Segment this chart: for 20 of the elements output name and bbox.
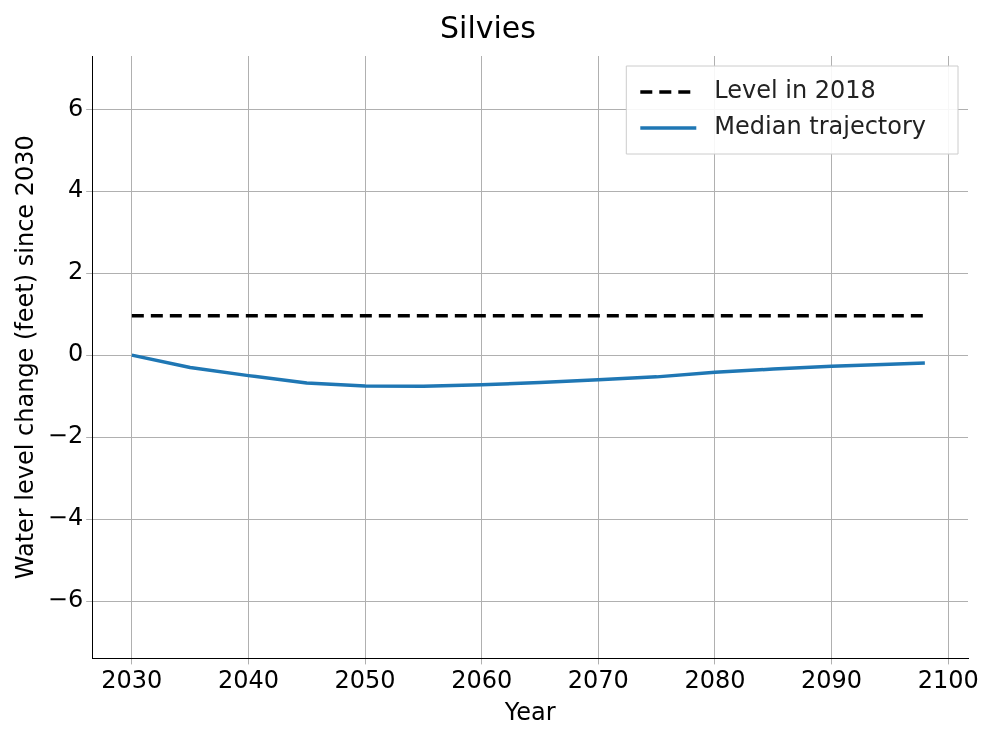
- x-tick-label: 2070: [567, 666, 629, 695]
- y-tick-label: 2: [67, 257, 84, 286]
- y-tick-label: 6: [67, 93, 84, 122]
- y-tick-label: 4: [67, 175, 84, 204]
- y-axis-title: Water level change (feet) since 2030: [10, 135, 39, 580]
- legend-label: Level in 2018: [714, 76, 876, 105]
- y-tick-label: −2: [47, 421, 84, 450]
- x-tick-label: 2050: [334, 666, 396, 695]
- x-axis-title: Year: [503, 697, 556, 726]
- y-tick-label: −6: [47, 585, 84, 614]
- y-tick-label: −4: [47, 503, 84, 532]
- x-tick-label: 2100: [917, 666, 979, 695]
- x-tick-label: 2040: [217, 666, 279, 695]
- y-tick-label: 0: [67, 339, 84, 368]
- chart-title: Silvies: [440, 9, 536, 45]
- x-tick-label: 2030: [101, 666, 163, 695]
- legend-label: Median trajectory: [714, 112, 926, 141]
- x-tick-label: 2090: [801, 666, 863, 695]
- x-tick-label: 2060: [451, 666, 513, 695]
- x-tick-label: 2080: [684, 666, 746, 695]
